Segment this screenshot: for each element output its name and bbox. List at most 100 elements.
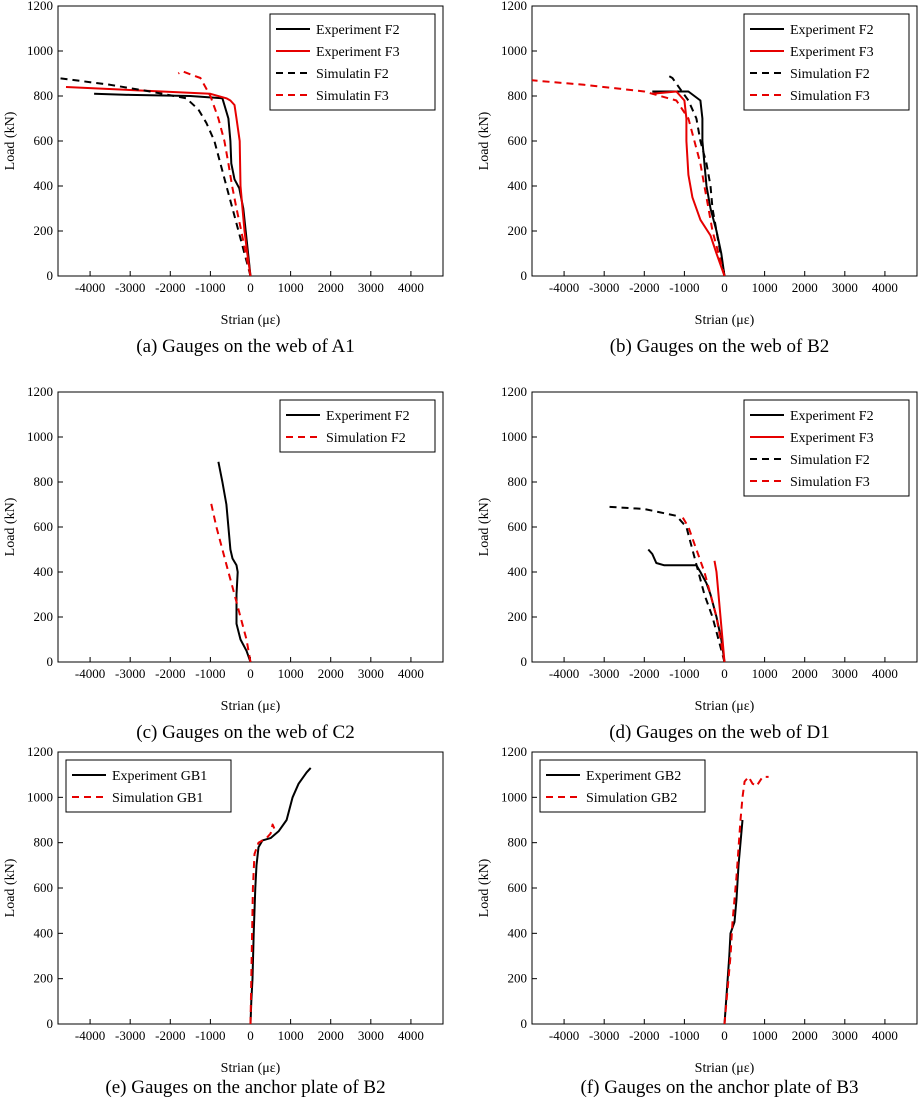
x-tick-label: -4000: [75, 1028, 105, 1043]
legend-entry: Experiment F2: [316, 23, 400, 38]
x-tick-label: -1000: [195, 1028, 225, 1043]
x-tick-label: 0: [247, 1028, 254, 1043]
x-tick-label: 1000: [752, 666, 778, 681]
legend-entry: Simulation GB1: [112, 791, 203, 806]
series-line-simulation-f2: [665, 72, 726, 276]
y-tick-label: 0: [521, 1016, 528, 1031]
y-tick-label: 400: [34, 925, 54, 940]
x-tick-label: 1000: [278, 666, 304, 681]
chart-panel-d: -4000 -3000 -2000 -1000 0 1000 2000 3000 4000 0 20…: [477, 384, 918, 743]
y-tick-label: 200: [508, 609, 528, 624]
y-tick-label: 0: [521, 654, 528, 669]
series-line-experiment-gb1: [249, 767, 312, 1024]
y-tick-label: 1200: [501, 744, 527, 759]
legend-entry: Experiment F2: [790, 23, 874, 38]
x-tick-label: -1000: [669, 1028, 699, 1043]
y-tick-label: 1000: [27, 43, 53, 58]
x-tick-label: 2000: [792, 666, 818, 681]
x-tick-label: 2000: [792, 280, 818, 295]
y-tick-label: 1000: [501, 429, 527, 444]
y-tick-label: 1200: [27, 744, 53, 759]
series-line-simulatin-f3: [177, 70, 252, 276]
x-tick-label: 2000: [318, 666, 344, 681]
x-tick-label: 4000: [872, 1028, 898, 1043]
y-tick-label: 800: [34, 474, 54, 489]
y-tick-label: 1200: [501, 384, 527, 399]
x-tick-label: 0: [721, 280, 728, 295]
legend-entry: Simulatin F3: [316, 89, 389, 104]
x-axis-title: Strian (με): [221, 1061, 281, 1076]
panel-caption: (a) Gauges on the web of A1: [136, 336, 354, 357]
series-line-experiment-f2: [94, 92, 252, 276]
x-axis-title: Strian (με): [695, 313, 755, 328]
legend-box: [65, 759, 232, 813]
x-tick-label: 0: [247, 280, 254, 295]
legend: Experiment F2 Experiment F3 Simulation F2 S…: [743, 13, 910, 111]
legend-entry: Experiment F3: [790, 431, 874, 446]
y-tick-label: 1200: [27, 0, 53, 13]
x-axis-title: Strian (με): [695, 699, 755, 714]
x-tick-label: -3000: [115, 1028, 145, 1043]
legend-entry: Simulation F2: [790, 453, 870, 468]
series-line-experiment-f3: [65, 86, 252, 276]
legend-box: [279, 399, 436, 453]
y-tick-label: 200: [34, 609, 54, 624]
chart-panel-e: -4000 -3000 -2000 -1000 0 1000 2000 3000 4000 0 20…: [3, 744, 444, 1098]
x-tick-label: -1000: [195, 280, 225, 295]
legend: Experiment F2 Experiment F3 Simulation F2 S…: [743, 399, 910, 497]
x-tick-label: 1000: [278, 1028, 304, 1043]
y-tick-label: 200: [34, 971, 54, 986]
y-tick-label: 1200: [27, 384, 53, 399]
legend: Experiment F2 Simulation F2: [279, 399, 436, 453]
legend-entry: Simulation F2: [790, 67, 870, 82]
series-line-simulatin-f2: [58, 77, 252, 276]
chart-panel-a: -4000 -3000 -2000 -1000 0 1000 2000 3000 4000 0 20…: [3, 0, 444, 357]
y-axis-title: Load (kN): [3, 497, 18, 556]
y-tick-label: 600: [508, 133, 528, 148]
legend-entry: Experiment GB2: [586, 769, 681, 784]
x-tick-label: 2000: [792, 1028, 818, 1043]
y-axis-title: Load (kN): [3, 858, 18, 917]
y-tick-label: 200: [34, 223, 54, 238]
y-tick-label: 400: [508, 178, 528, 193]
y-tick-label: 800: [508, 835, 528, 850]
panel-caption: (c) Gauges on the web of C2: [136, 722, 354, 743]
y-tick-label: 800: [508, 88, 528, 103]
chart-panel-f: -4000 -3000 -2000 -1000 0 1000 2000 3000 4000 0 20…: [477, 744, 918, 1098]
x-tick-label: -1000: [195, 666, 225, 681]
x-tick-label: -2000: [629, 280, 659, 295]
series-line-simulation-f2: [608, 505, 726, 662]
x-tick-label: 4000: [872, 280, 898, 295]
x-tick-label: -3000: [115, 280, 145, 295]
series-line-simulation-gb2: [723, 775, 769, 1024]
x-tick-label: -2000: [155, 666, 185, 681]
y-tick-label: 400: [508, 564, 528, 579]
chart-panel-c: -4000 -3000 -2000 -1000 0 1000 2000 3000 4000 0 20…: [3, 384, 444, 743]
x-tick-label: 1000: [752, 280, 778, 295]
y-tick-label: 600: [508, 880, 528, 895]
chart-panel-b: -4000 -3000 -2000 -1000 0 1000 2000 3000 4000 0 20…: [477, 0, 918, 357]
x-axis-title: Strian (με): [695, 1061, 755, 1076]
legend-entry: Experiment F3: [316, 45, 400, 60]
x-tick-label: -4000: [549, 280, 579, 295]
legend-entry: Simulation F2: [326, 431, 406, 446]
x-tick-label: -4000: [549, 666, 579, 681]
y-tick-label: 600: [34, 133, 54, 148]
legend-entry: Experiment F3: [790, 45, 874, 60]
x-tick-label: 0: [721, 666, 728, 681]
y-tick-label: 0: [47, 1016, 54, 1031]
x-tick-label: 2000: [318, 1028, 344, 1043]
y-tick-label: 1200: [501, 0, 527, 13]
panel-caption: (b) Gauges on the web of B2: [610, 336, 830, 357]
y-tick-label: 600: [508, 519, 528, 534]
x-tick-label: 3000: [832, 1028, 858, 1043]
x-tick-label: -4000: [75, 666, 105, 681]
x-tick-label: 1000: [752, 1028, 778, 1043]
y-tick-label: 1000: [27, 789, 53, 804]
legend: Experiment F2 Experiment F3 Simulatin F2 Si…: [269, 13, 436, 111]
legend-entry: Experiment GB1: [112, 769, 207, 784]
x-tick-label: 3000: [832, 280, 858, 295]
series-line-experiment-f2: [647, 548, 726, 662]
y-tick-label: 1000: [501, 789, 527, 804]
x-tick-label: 3000: [358, 1028, 384, 1043]
